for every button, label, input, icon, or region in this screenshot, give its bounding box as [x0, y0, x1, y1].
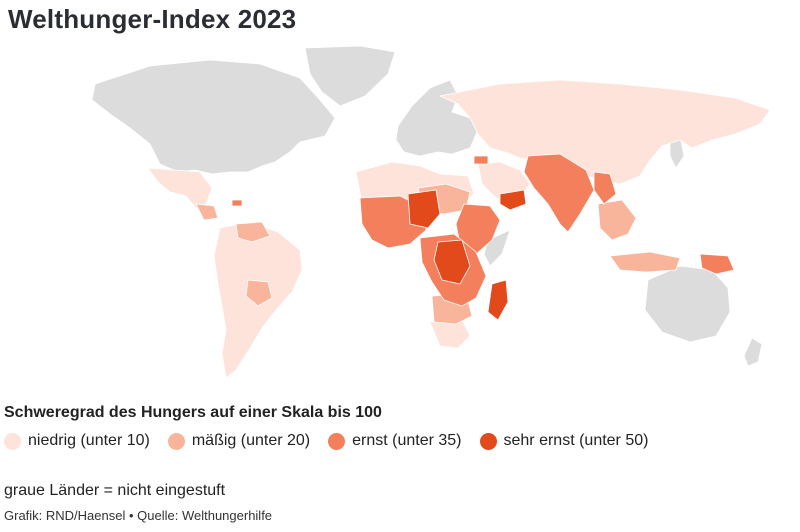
legend-label-very-serious: sehr ernst (unter 50): [503, 432, 649, 449]
greenland: [304, 45, 396, 107]
legend-label-moderate: mäßig (unter 20): [191, 432, 311, 449]
legend-item-serious: ernst (unter 35): [328, 432, 462, 450]
legend-label-low: niedrig (unter 10): [28, 432, 150, 449]
legend-item-very-serious: sehr ernst (unter 50): [479, 432, 649, 450]
venezuela-moderate: [235, 221, 271, 243]
central-america-moderate: [195, 203, 219, 221]
indonesia-moderate: [609, 251, 681, 273]
source-credit: Grafik: RND/Haensel • Quelle: Welthunger…: [4, 508, 273, 523]
legend-item-low: niedrig (unter 10): [4, 432, 150, 450]
world-map: [91, 45, 771, 379]
south-africa-low: [429, 319, 471, 349]
haiti-serious: [231, 199, 243, 207]
india-serious: [523, 153, 595, 233]
new-zealand: [743, 337, 763, 367]
yemen-very-serious: [499, 189, 527, 211]
madagascar-very-serious: [487, 279, 509, 321]
russia-china-low: [438, 79, 771, 185]
myanmar-serious: [593, 171, 617, 205]
legend-item-moderate: mäßig (unter 20): [167, 432, 311, 450]
bolivia-moderate: [245, 279, 273, 307]
legend-swatch-moderate: [167, 432, 185, 450]
legend-label-serious: ernst (unter 35): [352, 432, 462, 449]
southeast-asia-moderate: [597, 199, 637, 241]
unrated-note: graue Länder = nicht eingestuft: [4, 482, 226, 499]
legend: niedrig (unter 10) mäßig (unter 20) erns…: [4, 432, 666, 450]
legend-swatch-serious: [328, 432, 346, 450]
syria-serious: [473, 155, 489, 165]
mexico: [147, 167, 213, 209]
north-america-unrated: [91, 59, 336, 175]
australia: [644, 265, 731, 343]
drc-very-serious: [433, 239, 471, 285]
page-title: Welthunger-Index 2023: [8, 4, 297, 34]
legend-title: Schweregrad des Hungers auf einer Skala …: [4, 404, 382, 421]
legend-swatch-very-serious: [479, 432, 497, 450]
papua-serious: [699, 253, 735, 275]
east-africa-serious: [455, 203, 501, 257]
niger-chad-very-serious: [407, 189, 441, 229]
legend-swatch-low: [4, 432, 21, 450]
